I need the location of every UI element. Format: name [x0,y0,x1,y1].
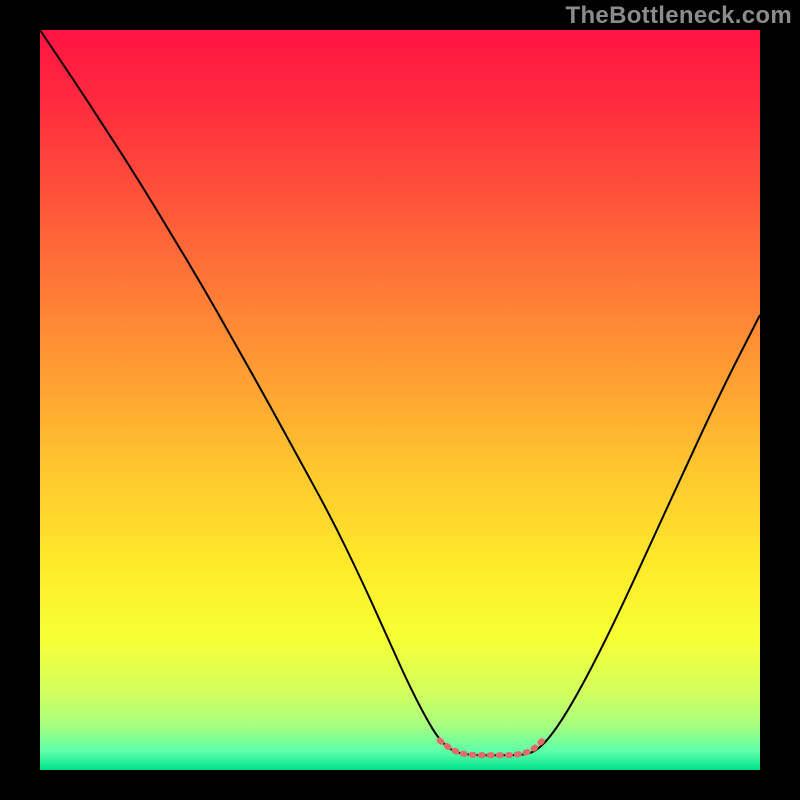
watermark-text: TheBottleneck.com [566,2,792,30]
bottleneck-chart [0,0,800,800]
chart-stage: TheBottleneck.com [0,0,800,800]
plot-background [40,30,760,770]
